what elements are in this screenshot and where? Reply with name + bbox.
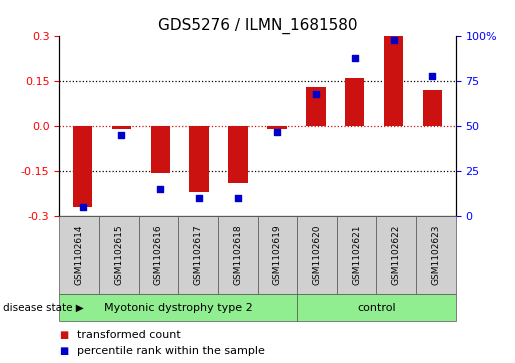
Text: transformed count: transformed count: [77, 330, 181, 340]
Point: [428, 73, 437, 79]
Point: [234, 195, 242, 201]
Point: [156, 186, 164, 192]
Text: Myotonic dystrophy type 2: Myotonic dystrophy type 2: [104, 303, 252, 313]
Text: GSM1102617: GSM1102617: [194, 225, 202, 285]
Text: GSM1102615: GSM1102615: [114, 225, 123, 285]
Bar: [228, 126, 248, 183]
Text: percentile rank within the sample: percentile rank within the sample: [77, 346, 265, 356]
Bar: [345, 78, 365, 126]
Bar: [150, 126, 170, 172]
Bar: [190, 126, 209, 192]
Text: GSM1102616: GSM1102616: [154, 225, 163, 285]
Point: [195, 195, 203, 201]
Bar: [73, 126, 92, 207]
Text: disease state ▶: disease state ▶: [3, 303, 83, 313]
Text: control: control: [357, 303, 396, 313]
Text: GSM1102621: GSM1102621: [352, 225, 361, 285]
Text: ■: ■: [59, 330, 68, 340]
Bar: [423, 90, 442, 126]
Bar: [112, 126, 131, 129]
Point: [351, 55, 359, 61]
Text: ■: ■: [59, 346, 68, 356]
Bar: [267, 126, 287, 129]
Text: GSM1102619: GSM1102619: [273, 225, 282, 285]
Point: [389, 37, 398, 43]
Point: [312, 91, 320, 97]
Text: GSM1102614: GSM1102614: [75, 225, 83, 285]
Text: GSM1102620: GSM1102620: [313, 225, 321, 285]
Point: [117, 132, 126, 138]
Title: GDS5276 / ILMN_1681580: GDS5276 / ILMN_1681580: [158, 17, 357, 33]
Point: [273, 129, 281, 134]
Point: [78, 204, 87, 210]
Bar: [384, 36, 403, 126]
Bar: [306, 87, 325, 126]
Text: GSM1102623: GSM1102623: [432, 225, 440, 285]
Text: GSM1102622: GSM1102622: [392, 225, 401, 285]
Text: GSM1102618: GSM1102618: [233, 225, 242, 285]
